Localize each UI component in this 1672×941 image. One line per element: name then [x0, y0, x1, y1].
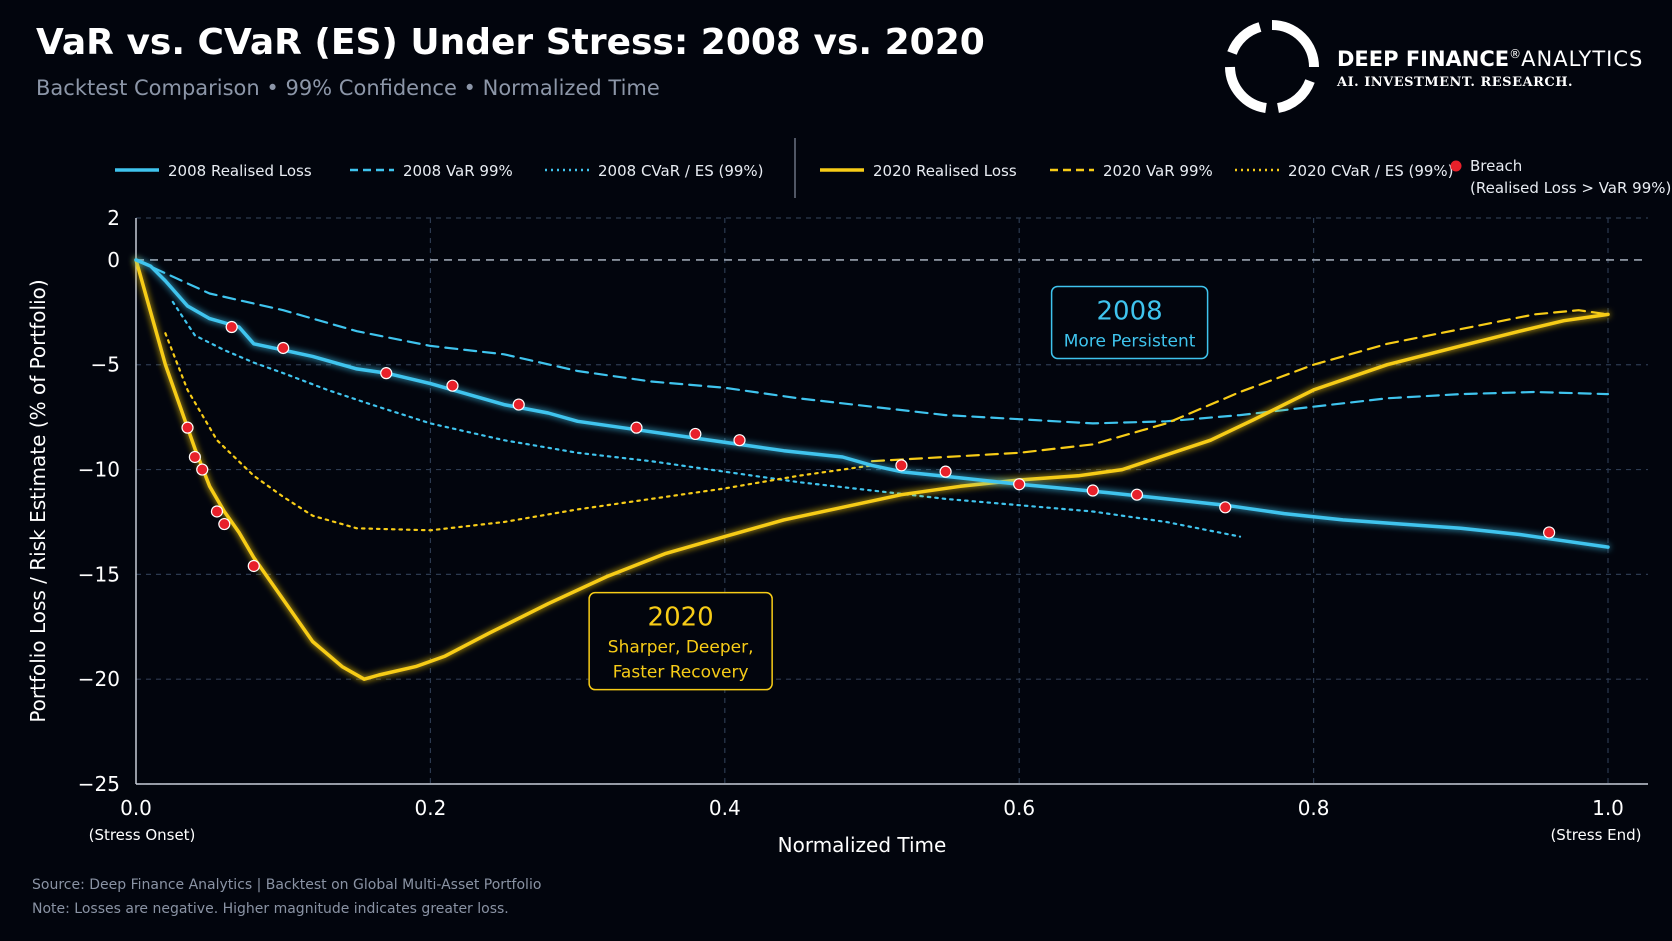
breach-marker-2020: [210, 505, 224, 518]
breach-marker-2020: [181, 421, 194, 434]
brand-name-bold: DEEP FINANCE: [1337, 47, 1510, 71]
breach-marker-2020: [196, 463, 209, 476]
legend-label: 2020 VaR 99%: [1103, 162, 1213, 180]
brand-name: DEEP FINANCE®ANALYTICS: [1337, 47, 1643, 71]
legend-label: 2008 Realised Loss: [168, 162, 312, 180]
breach-marker-2008: [1219, 501, 1232, 514]
legend-item-breach: Breach (Realised Loss > VaR 99%): [1450, 157, 1671, 197]
breach-marker-2008: [1086, 484, 1099, 497]
legend-label: 2008 VaR 99%: [403, 162, 513, 180]
x-tick-sublabel: (Stress End): [1550, 826, 1641, 844]
chart-title: VaR vs. CVaR (ES) Under Stress: 2008 vs.…: [36, 22, 985, 63]
legend-label: 2020 CVaR / ES (99%): [1288, 162, 1454, 180]
y-tick-label: −15: [78, 562, 120, 586]
legend-label: 2008 CVaR / ES (99%): [598, 162, 764, 180]
y-tick-label: −25: [78, 772, 120, 796]
annotation-box: [1050, 285, 1209, 360]
breach-marker-2008: [1013, 478, 1026, 491]
chart-subtitle: Backtest Comparison • 99% Confidence • N…: [36, 76, 660, 100]
annotation-title: 2008: [1097, 296, 1163, 326]
series-line-2008-realised-loss: [134, 258, 1610, 549]
breach-marker-2008: [939, 465, 952, 478]
x-tick-label: 0.8: [1298, 796, 1330, 820]
x-tick-label: 0.0: [120, 796, 152, 820]
series-line-2008-cvar-es-99-: [171, 300, 1242, 538]
series-line-2020-cvar-es-99-: [164, 332, 874, 532]
legend-item-2008-cvar-es-99-: 2008 CVaR / ES (99%): [545, 162, 764, 180]
series-line-2020-var-99-: [870, 309, 1610, 463]
breach-marker-2008: [895, 459, 908, 472]
breach-marker-2008: [277, 341, 290, 355]
legend-label: 2020 Realised Loss: [873, 162, 1017, 180]
x-tick-label: 1.0: [1592, 796, 1624, 820]
brand-tagline: AI. INVESTMENT. RESEARCH.: [1337, 75, 1574, 90]
brand-registered: ®: [1509, 47, 1522, 61]
breach-marker-2008: [380, 367, 393, 380]
breach-marker-2008: [630, 421, 643, 434]
annotation-line: More Persistent: [1064, 331, 1196, 351]
legend-item-2020-cvar-es-99-: 2020 CVaR / ES (99%): [1235, 162, 1454, 180]
y-axis-label: Portfolio Loss / Risk Estimate (% of Por…: [26, 279, 50, 722]
series-line-2008-var-99-: [134, 258, 1610, 425]
annotation-title: 2020: [648, 603, 714, 633]
footer-note: Note: Losses are negative. Higher magnit…: [32, 901, 509, 917]
x-tick-sublabel: (Stress Onset): [89, 826, 196, 844]
y-tick-label: 0: [107, 248, 120, 272]
series-line-2020-realised-loss: [134, 258, 1610, 681]
brand-name-light: ANALYTICS: [1521, 47, 1644, 71]
legend-item-2020-realised-loss: 2020 Realised Loss: [820, 162, 1017, 180]
legend-item-2020-var-99-: 2020 VaR 99%: [1050, 162, 1213, 180]
legend-swatch: [1450, 160, 1462, 172]
x-tick-label: 0.2: [414, 796, 446, 820]
x-axis-label: Normalized Time: [778, 833, 947, 857]
breach-marker-2020: [1543, 526, 1556, 539]
breach-marker-2020: [218, 517, 231, 531]
x-tick-label: 0.6: [1003, 796, 1035, 820]
grid-layer: [136, 217, 1648, 785]
legend-item-2008-realised-loss: 2008 Realised Loss: [115, 162, 312, 180]
breach-marker-2020: [247, 559, 260, 573]
breach-marker-2020: [1130, 488, 1144, 501]
x-tick-label: 0.4: [709, 796, 741, 820]
brand-block: DEEP FINANCE®ANALYTICS AI. INVESTMENT. R…: [1222, 17, 1662, 117]
legend-sublabel: (Realised Loss > VaR 99%): [1470, 179, 1671, 197]
y-tick-label: −20: [78, 667, 120, 691]
annotation-line: Sharper, Deeper,: [608, 638, 754, 658]
breach-marker-2008: [689, 427, 702, 441]
annotation-box-2008: 2008 More Persistent: [1050, 285, 1209, 360]
breach-marker-2008: [446, 379, 459, 392]
annotation-box-2020: 2020 Sharper, Deeper, Faster Recovery: [588, 591, 773, 691]
annotation-line: Faster Recovery: [613, 663, 749, 683]
breach-marker-2008: [512, 398, 525, 411]
breach-marker-2008: [225, 320, 238, 334]
y-tick-label: −10: [78, 458, 120, 482]
legend-label: Breach: [1470, 157, 1522, 175]
breach-marker-2020: [188, 450, 201, 464]
y-tick-label: −5: [91, 353, 120, 377]
y-tick-label: 2: [107, 206, 120, 230]
brand-logo-icon: [1225, 20, 1319, 113]
legend-item-2008-var-99-: 2008 VaR 99%: [350, 162, 513, 180]
footer-source: Source: Deep Finance Analytics | Backtes…: [32, 877, 542, 893]
breach-marker-2008: [733, 434, 746, 447]
annotation-box: [588, 591, 773, 691]
